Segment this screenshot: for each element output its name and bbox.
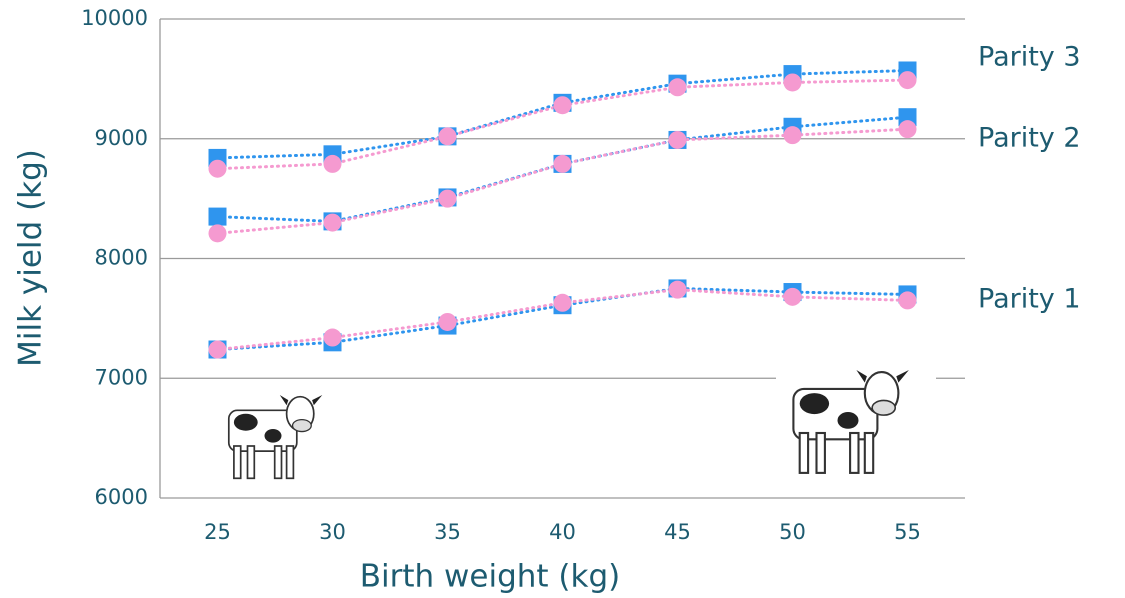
- cow-icon: [229, 395, 322, 478]
- y-tick-label: 8000: [95, 246, 148, 270]
- y-tick-label: 9000: [95, 126, 148, 150]
- circle-marker: [554, 294, 572, 312]
- circle-marker: [554, 96, 572, 114]
- x-axis-title: Birth weight (kg): [360, 559, 620, 595]
- y-tick-label: 6000: [95, 485, 148, 509]
- x-tick-label: 40: [549, 520, 576, 544]
- circle-marker: [439, 127, 457, 145]
- y-tick-label: 10000: [81, 6, 148, 30]
- circle-marker: [669, 131, 687, 149]
- circle-marker: [324, 214, 342, 232]
- circle-marker: [669, 281, 687, 299]
- circle-marker: [899, 291, 917, 309]
- square-marker: [209, 208, 227, 226]
- y-axis-title: Milk yield (kg): [13, 149, 49, 367]
- circle-marker: [784, 288, 802, 306]
- series-line: [218, 129, 908, 233]
- circle-marker: [554, 155, 572, 173]
- circle-marker: [439, 190, 457, 208]
- circle-marker: [899, 71, 917, 89]
- circle-marker: [209, 224, 227, 242]
- series-annotation: Parity 3: [978, 42, 1081, 73]
- circle-marker: [784, 126, 802, 144]
- circle-marker: [209, 160, 227, 178]
- circle-marker: [899, 120, 917, 138]
- x-tick-label: 50: [779, 520, 806, 544]
- circle-marker: [324, 155, 342, 173]
- cow-illustrations: [229, 365, 936, 485]
- chart: Birth weight (kg) Milk yield (kg) 6000 70…: [0, 0, 1125, 598]
- series-annotation: Parity 1: [978, 284, 1081, 315]
- x-tick-label: 35: [434, 520, 461, 544]
- x-tick-label: 30: [319, 520, 346, 544]
- x-tick-label: 25: [204, 520, 231, 544]
- circle-marker: [784, 73, 802, 91]
- series-annotation: Parity 2: [978, 123, 1081, 154]
- x-tick-label: 45: [664, 520, 691, 544]
- circle-marker: [439, 313, 457, 331]
- circle-marker: [324, 329, 342, 347]
- y-tick-label: 7000: [95, 365, 148, 389]
- circle-marker: [669, 78, 687, 96]
- circle-marker: [209, 341, 227, 359]
- x-tick-label: 55: [894, 520, 921, 544]
